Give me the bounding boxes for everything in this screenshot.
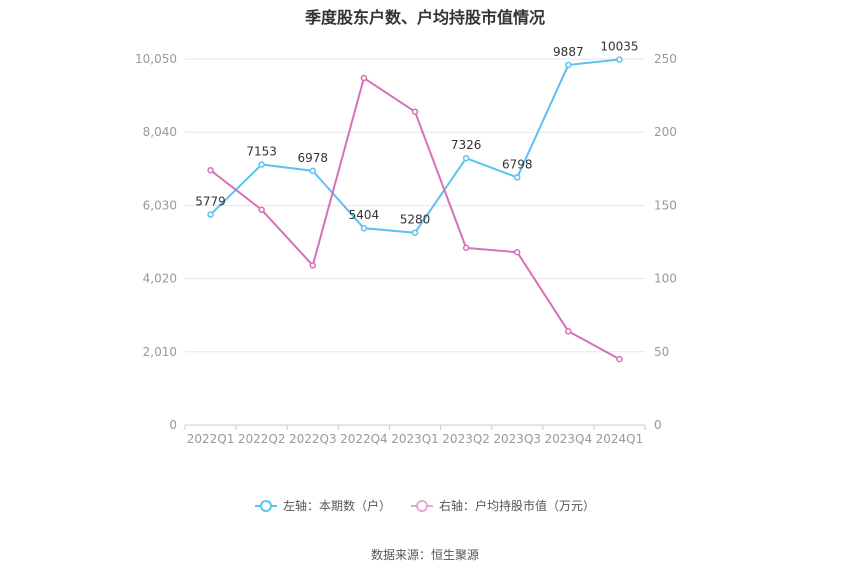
axes: 0 2,010 4,020 6,030 8,040 10,050 0 50 100 150 200 2… <box>135 52 677 446</box>
data-point-left <box>565 61 572 69</box>
data-label: 6798 <box>502 157 533 171</box>
data-point-left <box>513 174 521 181</box>
data-point-right <box>513 248 521 256</box>
legend-label-right: 右轴：户均持股市值（万元） <box>439 499 596 513</box>
y-right-tick-label: 250 <box>654 52 677 66</box>
data-point-right <box>616 355 623 363</box>
grid-lines <box>185 58 645 426</box>
y-left-tick-label: 4,020 <box>143 272 177 286</box>
data-point-right <box>309 262 317 269</box>
series-marks: 5779 7153 6978 5404 5280 7326 6798 9887 10035 <box>195 40 639 363</box>
y-right-tick-label: 150 <box>654 198 677 212</box>
x-tick-label: 2023Q3 <box>493 432 541 446</box>
x-tick-label: 2022Q1 <box>187 432 235 446</box>
x-tick-label: 2022Q2 <box>238 432 286 446</box>
data-point-left <box>360 224 368 232</box>
data-label: 5404 <box>349 208 380 222</box>
data-label: 9887 <box>553 45 584 59</box>
data-point-right <box>411 108 419 115</box>
data-label: 7153 <box>246 145 277 159</box>
data-point-right <box>207 167 214 174</box>
data-point-left <box>462 154 470 162</box>
legend: 左轴：本期数（户） 右轴：户均持股市值（万元） <box>0 497 850 514</box>
chart-plot: 0 2,010 4,020 6,030 8,040 10,050 0 50 100 150 200 2… <box>135 40 677 446</box>
legend-label-left: 左轴：本期数（户） <box>282 499 391 513</box>
y-left-tick-label: 6,030 <box>143 198 177 212</box>
x-tick-label: 2024Q1 <box>596 432 644 446</box>
data-point-right <box>258 206 265 214</box>
data-point-right <box>462 244 470 252</box>
legend-item-left[interactable]: 左轴：本期数（户） <box>254 497 391 514</box>
y-left-tick-label: 0 <box>169 418 177 432</box>
data-point-right <box>565 328 572 335</box>
y-right-tick-label: 200 <box>654 125 677 139</box>
data-point-left <box>411 229 419 236</box>
data-label: 7326 <box>451 138 482 152</box>
data-label: 5280 <box>400 213 431 227</box>
x-tick-label: 2023Q4 <box>545 432 593 446</box>
data-label: 10035 <box>600 40 638 54</box>
y-right-tick-label: 0 <box>654 418 662 432</box>
y-right-tick-label: 100 <box>654 272 677 286</box>
chart-title: 季度股东户数、户均持股市值情况 <box>304 8 545 27</box>
y-right-tick-label: 50 <box>654 345 669 359</box>
data-source: 数据来源：恒生聚源 <box>370 548 479 562</box>
legend-swatch-right <box>411 499 433 513</box>
legend-swatch-left <box>254 499 277 513</box>
data-point-left <box>309 167 317 175</box>
x-tick-label: 2023Q2 <box>442 432 490 446</box>
data-point-left <box>207 211 214 218</box>
data-point-right <box>360 74 368 82</box>
legend-item-right[interactable]: 右轴：户均持股市值（万元） <box>411 497 595 514</box>
data-point-left <box>616 56 623 63</box>
x-tick-label: 2022Q4 <box>340 432 388 446</box>
y-left-tick-label: 2,010 <box>143 345 177 359</box>
x-tick-label: 2022Q3 <box>289 432 337 446</box>
y-left-tick-label: 8,040 <box>143 125 177 139</box>
data-point-left <box>258 161 265 168</box>
data-label: 5779 <box>195 195 226 209</box>
data-label: 6978 <box>298 151 329 165</box>
x-tick-label: 2023Q1 <box>391 432 439 446</box>
y-left-tick-label: 10,050 <box>135 52 177 66</box>
